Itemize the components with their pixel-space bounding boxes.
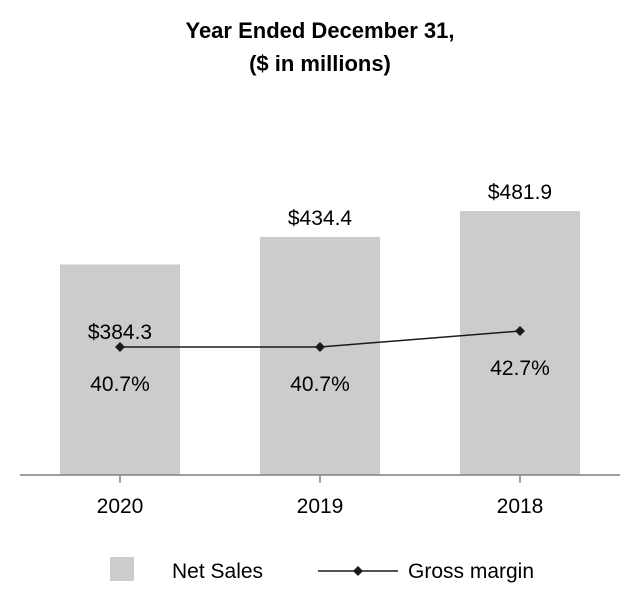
bar-net-sales-2020 [60,264,180,475]
x-tick-label-2018: 2018 [497,495,544,518]
legend-net-sales-label: Net Sales [172,560,263,583]
legend-net-sales-swatch [110,557,134,581]
chart-subtitle: ($ in millions) [249,51,391,76]
net-sales-label-2020: $384.3 [88,321,152,344]
legend-gross-margin-label: Gross margin [408,560,534,583]
gross-margin-label-2020: 40.7% [90,373,150,396]
net-sales-label-2018: $481.9 [488,181,552,204]
gross-margin-label-2018: 42.7% [490,357,550,380]
x-tick-label-2020: 2020 [97,495,144,518]
gross-margin-point-2020 [115,342,125,352]
bar-net-sales-2019 [260,237,380,475]
gross-margin-point-2018 [515,326,525,336]
x-tick-label-2019: 2019 [297,495,344,518]
gross-margin-label-2019: 40.7% [290,373,350,396]
gross-margin-point-2019 [315,342,325,352]
bar-net-sales-2018 [460,211,580,475]
legend-gross-margin-marker [353,566,363,576]
net-sales-label-2019: $434.4 [288,207,353,230]
chart-title: Year Ended December 31, [185,18,455,43]
